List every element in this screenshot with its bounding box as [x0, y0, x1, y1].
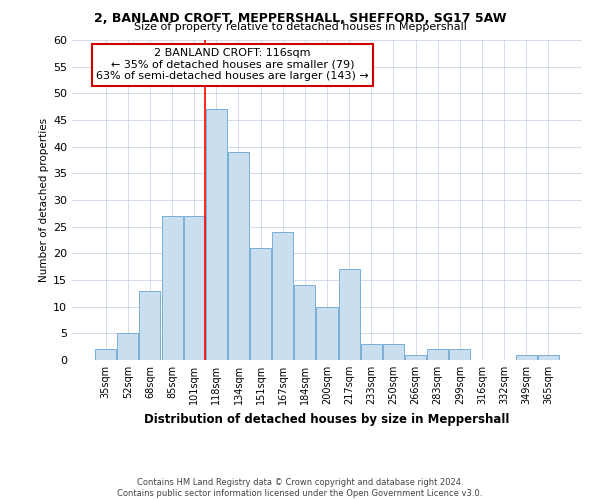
Bar	[383, 344, 404, 360]
Bar	[316, 306, 338, 360]
Bar	[295, 286, 316, 360]
Bar	[228, 152, 249, 360]
Bar	[361, 344, 382, 360]
Bar	[272, 232, 293, 360]
Bar	[118, 334, 139, 360]
Bar	[427, 350, 448, 360]
Bar	[206, 110, 227, 360]
Bar	[250, 248, 271, 360]
Bar	[405, 354, 426, 360]
Y-axis label: Number of detached properties: Number of detached properties	[39, 118, 49, 282]
Bar	[139, 290, 160, 360]
Bar	[95, 350, 116, 360]
X-axis label: Distribution of detached houses by size in Meppershall: Distribution of detached houses by size …	[145, 412, 509, 426]
Text: Contains HM Land Registry data © Crown copyright and database right 2024.
Contai: Contains HM Land Registry data © Crown c…	[118, 478, 482, 498]
Text: 2 BANLAND CROFT: 116sqm
← 35% of detached houses are smaller (79)
63% of semi-de: 2 BANLAND CROFT: 116sqm ← 35% of detache…	[96, 48, 369, 81]
Bar	[449, 350, 470, 360]
Bar	[161, 216, 182, 360]
Text: Size of property relative to detached houses in Meppershall: Size of property relative to detached ho…	[134, 22, 466, 32]
Bar	[338, 270, 359, 360]
Bar	[184, 216, 205, 360]
Bar	[538, 354, 559, 360]
Text: 2, BANLAND CROFT, MEPPERSHALL, SHEFFORD, SG17 5AW: 2, BANLAND CROFT, MEPPERSHALL, SHEFFORD,…	[94, 12, 506, 26]
Bar	[515, 354, 536, 360]
